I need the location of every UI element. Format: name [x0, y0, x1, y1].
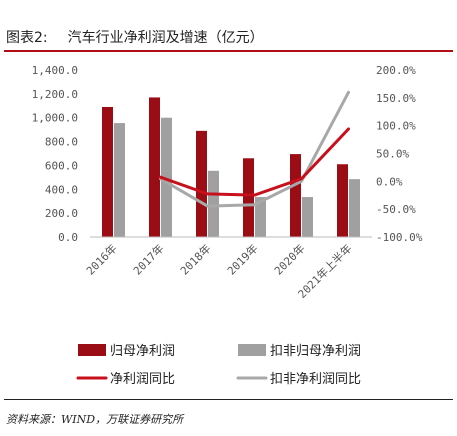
- right-tick-label: 50.0%: [376, 148, 409, 161]
- legend-label: 归母净利润: [110, 344, 175, 359]
- legend-label: 净利润同比: [110, 372, 175, 387]
- legend-label: 扣非净利润同比: [270, 372, 361, 387]
- legend-item-deducted-net-profit: 扣非归母净利润: [238, 344, 361, 359]
- right-tick-label: 150.0%: [376, 92, 416, 105]
- right-tick-label: 200.0%: [376, 64, 416, 77]
- bar-net-profit: [337, 164, 348, 237]
- left-tick-label: 1,200.0: [32, 88, 78, 101]
- line-net-profit-yoy: [159, 127, 350, 197]
- right-axis: -100.0% -50.0% 0.0% 50.0% 100.0% 150.0% 200.0%: [376, 64, 423, 244]
- bar-deducted-net-profit: [255, 197, 266, 237]
- right-tick-label: 0.0%: [376, 175, 403, 188]
- bar-net-profit: [102, 106, 113, 237]
- x-tick-label: 2020年: [271, 241, 307, 277]
- bar-deducted-net-profit: [349, 179, 360, 237]
- legend-swatch: [78, 344, 106, 356]
- figure-label: 图表2:: [6, 30, 48, 46]
- figure-header: 图表2: 汽车行业净利润及增速（亿元）: [0, 0, 457, 48]
- figure-title-line: 图表2: 汽车行业净利润及增速（亿元）: [6, 27, 264, 47]
- left-tick-label: 0.0: [58, 231, 78, 244]
- right-tick-label: -100.0%: [376, 231, 423, 244]
- bar-net-profit: [290, 154, 301, 237]
- left-axis: 0.0 200.0 400.0 600.0 800.0 1,000.0 1,200.0 1,4…: [32, 64, 78, 244]
- bar-deducted-net-profit: [114, 123, 125, 237]
- bar-net-profit: [196, 130, 207, 237]
- right-tick-label: 100.0%: [376, 120, 416, 133]
- x-tick-label: 2017年: [130, 241, 166, 277]
- left-tick-label: 1,000.0: [32, 112, 78, 125]
- bar-deducted-net-profit: [302, 197, 313, 237]
- legend-item-net-profit-yoy: 净利润同比: [76, 372, 175, 387]
- x-tick-label: 2016年: [83, 241, 119, 277]
- right-tick-label: -50.0%: [376, 203, 416, 216]
- title-rule: [4, 50, 453, 52]
- left-tick-label: 1,400.0: [32, 64, 78, 77]
- figure-source: 资料来源：WIND，万联证券研究所: [6, 413, 184, 426]
- bar-deducted-net-profit: [161, 117, 172, 237]
- figure-title: 汽车行业净利润及增速（亿元）: [67, 30, 264, 46]
- x-tick-label: 2019年: [224, 241, 260, 277]
- bar-deducted-net-profit: [208, 170, 219, 237]
- left-tick-label: 800.0: [45, 136, 78, 149]
- left-tick-label: 600.0: [45, 159, 78, 172]
- left-tick-label: 200.0: [45, 207, 78, 220]
- legend-item-net-profit: 归母净利润: [78, 344, 175, 359]
- source-rule: [4, 399, 453, 400]
- bar-net-profit: [149, 97, 160, 237]
- legend-label: 扣非归母净利润: [270, 344, 361, 359]
- line-series: [159, 90, 350, 208]
- x-tick-label: 2018年: [177, 241, 213, 277]
- legend-item-deducted-net-profit-yoy: 扣非净利润同比: [236, 372, 361, 387]
- legend-swatch: [238, 344, 266, 356]
- left-tick-label: 400.0: [45, 183, 78, 196]
- bar-series: [102, 97, 360, 237]
- chart: 0.0 200.0 400.0 600.0 800.0 1,000.0 1,200.0 1,4…: [32, 64, 423, 387]
- bar-net-profit: [243, 158, 254, 237]
- line-deducted-net-profit-yoy: [159, 90, 350, 208]
